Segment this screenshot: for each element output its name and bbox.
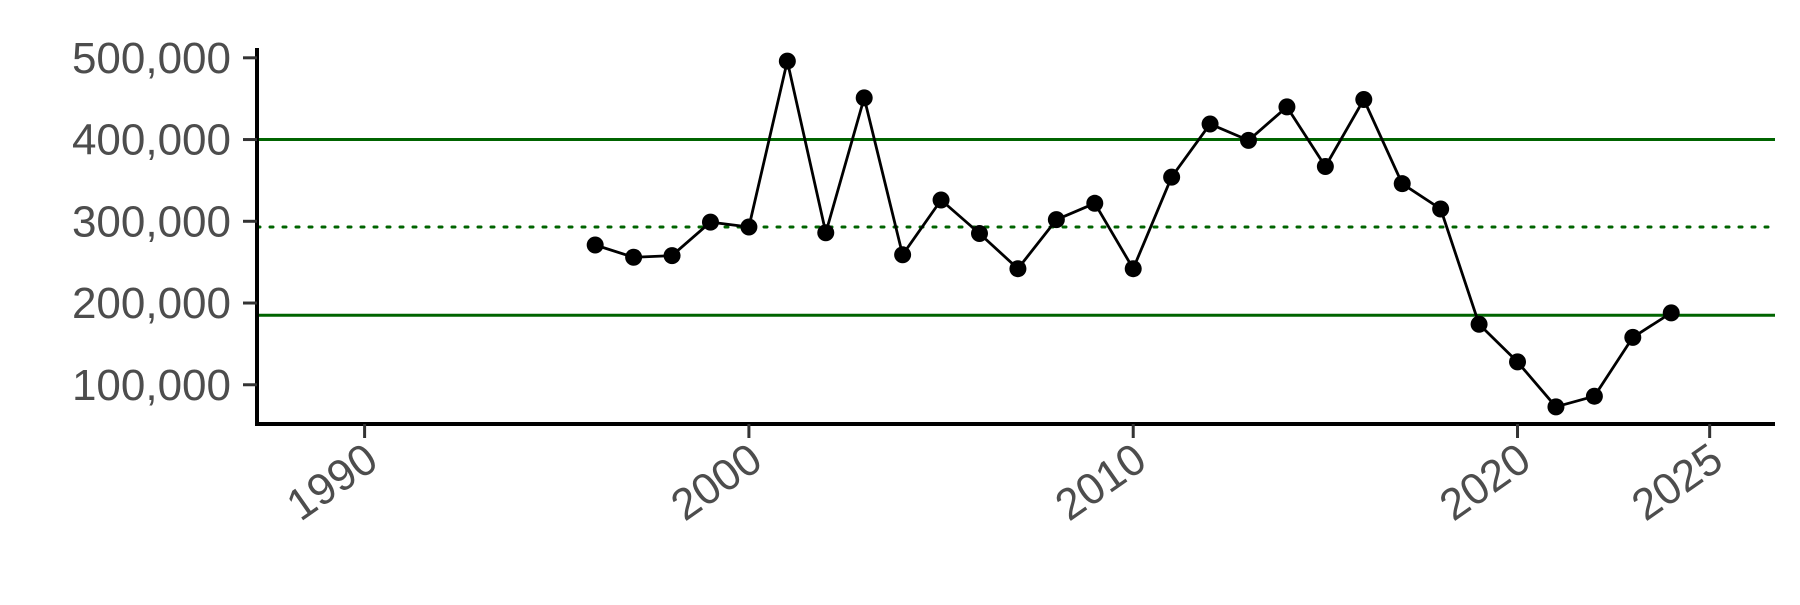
data-point — [663, 247, 681, 265]
data-point — [740, 218, 758, 236]
x-tick-label: 2000 — [662, 434, 770, 530]
y-tick-label: 300,000 — [72, 197, 231, 246]
reference-lines — [255, 138, 1777, 317]
data-point — [894, 246, 912, 264]
y-tick-label: 200,000 — [72, 279, 231, 328]
data-point — [1086, 194, 1104, 212]
data-point — [586, 236, 604, 254]
y-tick-label: 400,000 — [72, 116, 231, 165]
series-layer — [586, 52, 1680, 416]
data-point — [1201, 115, 1219, 133]
data-point — [1278, 98, 1296, 116]
data-point — [1047, 211, 1065, 229]
x-tick-label: 2020 — [1431, 434, 1539, 530]
data-point — [1316, 158, 1334, 176]
x-tick-label: 1990 — [278, 434, 386, 530]
x-tick-label: 2025 — [1623, 434, 1731, 530]
data-point — [1355, 90, 1373, 108]
data-point — [1163, 168, 1181, 186]
y-tick-label: 500,000 — [72, 34, 231, 83]
data-point — [1624, 328, 1642, 346]
x-tick-label: 2010 — [1047, 434, 1155, 530]
data-point — [778, 52, 796, 70]
data-point — [1547, 398, 1565, 416]
data-point — [1432, 200, 1450, 218]
data-point — [1509, 353, 1527, 371]
data-point — [932, 191, 950, 209]
series-line — [594, 59, 1672, 409]
data-point — [701, 213, 719, 231]
data-point — [855, 89, 873, 107]
y-tick-label: 100,000 — [72, 361, 231, 410]
data-point — [817, 224, 835, 242]
data-point — [1124, 260, 1142, 278]
axes: 100,000 200,000 300,000 400,000 500,000 1990 2… — [72, 34, 1775, 530]
data-point — [625, 248, 643, 266]
data-point — [1585, 387, 1603, 405]
data-point — [1009, 260, 1027, 278]
data-point — [1240, 131, 1258, 149]
data-point — [1470, 315, 1488, 333]
data-point — [1662, 304, 1680, 322]
data-point — [970, 225, 988, 243]
data-point — [1393, 175, 1411, 193]
